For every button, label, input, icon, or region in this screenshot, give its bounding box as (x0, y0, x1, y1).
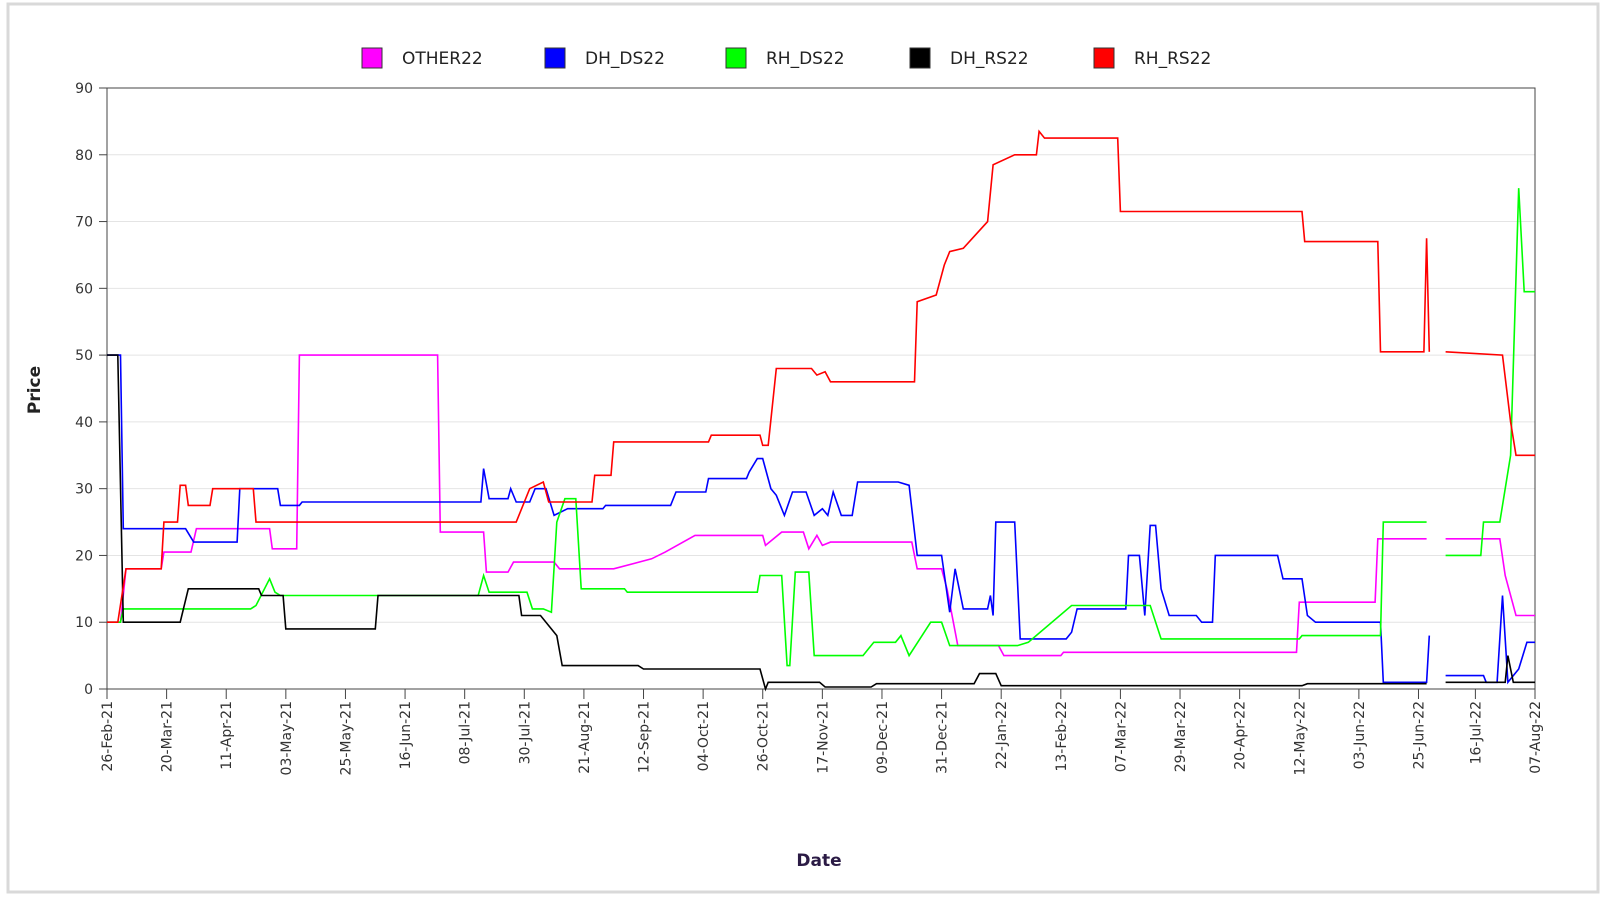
y-tick-label: 50 (75, 348, 93, 364)
series-line (107, 129, 1535, 623)
legend-swatch (725, 47, 747, 69)
x-tick-label: 17-Nov-21 (815, 701, 831, 774)
x-axis-label: Date (796, 851, 841, 871)
plot-area (107, 88, 1535, 689)
y-tick-label: 0 (84, 682, 93, 698)
x-tick-label: 21-Aug-21 (577, 701, 593, 774)
y-tick-label: 60 (75, 281, 93, 297)
y-axis-label: Price (25, 366, 45, 414)
x-tick-label: 07-Aug-22 (1528, 701, 1544, 774)
legend-swatch (544, 47, 566, 69)
x-tick-label: 12-May-22 (1292, 701, 1308, 775)
x-tick-label: 07-Mar-22 (1113, 701, 1129, 772)
x-tick-label: 08-Jul-21 (458, 701, 474, 764)
series-line (107, 354, 1535, 685)
y-tick-label: 80 (75, 148, 93, 164)
x-tick-label: 20-Mar-21 (160, 701, 176, 772)
y-tick-label: 90 (75, 81, 93, 97)
x-tick-label: 29-Mar-22 (1173, 701, 1189, 772)
legend-swatch (909, 47, 931, 69)
x-tick-label: 16-Jun-21 (398, 701, 414, 769)
x-tick-label: 22-Jan-22 (994, 701, 1010, 769)
legend-label: RH_DS22 (766, 49, 845, 69)
x-tick-label: 11-Apr-21 (219, 701, 235, 770)
x-tick-label: 20-Apr-22 (1233, 701, 1249, 770)
y-tick-label: 40 (75, 415, 93, 431)
legend-label: DH_RS22 (950, 49, 1029, 69)
x-tick-label: 25-Jun-22 (1411, 701, 1427, 769)
legend-label: OTHER22 (402, 49, 483, 69)
x-tick-label: 30-Jul-21 (517, 701, 533, 764)
y-tick-label: 20 (75, 548, 93, 564)
legend-label: RH_RS22 (1134, 49, 1211, 69)
y-tick-label: 10 (75, 615, 93, 631)
y-tick-label: 30 (75, 482, 93, 498)
x-tick-label: 16-Jul-22 (1468, 701, 1484, 764)
legend-label: DH_DS22 (585, 49, 665, 69)
x-tick-label: 13-Feb-22 (1054, 701, 1070, 772)
x-tick-label: 25-May-21 (338, 701, 354, 775)
y-tick-label: 70 (75, 215, 93, 231)
x-tick-label: 12-Sep-21 (637, 701, 653, 773)
x-tick-label: 04-Oct-21 (696, 701, 712, 771)
plot-border (106, 87, 1536, 690)
x-tick-label: 03-Jun-22 (1352, 701, 1368, 769)
x-tick-label: 26-Feb-21 (100, 701, 116, 772)
x-tick-label: 26-Oct-21 (756, 701, 772, 771)
series-line (107, 354, 1535, 692)
x-tick-label: 31-Dec-21 (935, 701, 951, 774)
legend-swatch (1093, 47, 1115, 69)
x-tick-label: 09-Dec-21 (875, 701, 891, 774)
legend-swatch (361, 47, 383, 69)
x-tick-label: 03-May-21 (279, 701, 295, 775)
